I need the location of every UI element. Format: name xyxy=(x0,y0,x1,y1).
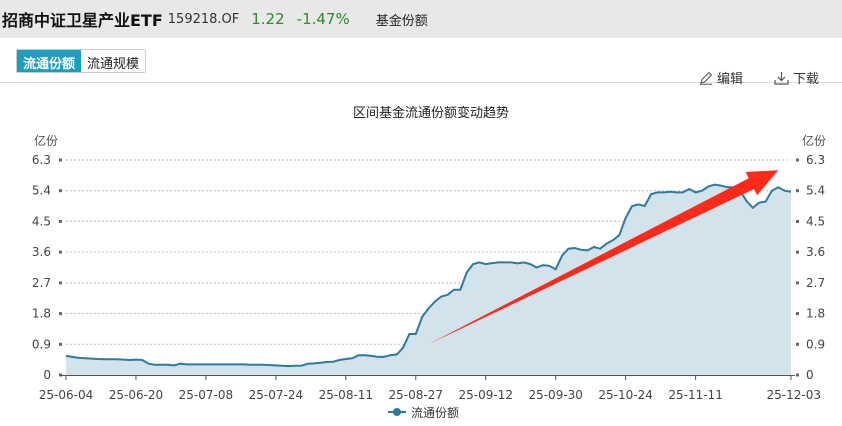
y-tick-label-right: 5.4 xyxy=(806,184,825,198)
y-axis-label-right: 亿份 xyxy=(802,133,826,148)
fund-code: 159218.OF xyxy=(167,11,240,27)
tab-bar: 流通份额 流通规模 xyxy=(16,49,147,73)
x-tick-label: 25-11-11 xyxy=(668,388,722,402)
y-tick-label-left: 0 xyxy=(43,368,51,382)
y-tick-label-left: 2.7 xyxy=(32,276,51,290)
legend-dot-marker xyxy=(393,408,401,416)
legend[interactable]: 流通份额 xyxy=(388,406,459,420)
edit-label: 编辑 xyxy=(717,72,744,87)
fund-header: 招商中证卫星产业ETF 159218.OF 1.22 -1.47% 基金份额 xyxy=(0,0,842,38)
section-label: 基金份额 xyxy=(375,13,428,29)
y-tick-mark-right xyxy=(796,250,799,254)
x-tick-label: 25-08-11 xyxy=(319,388,373,402)
y-tick-mark-right xyxy=(796,219,799,223)
y-tick-label-left: 4.5 xyxy=(32,214,51,228)
y-tick-label-right: 4.5 xyxy=(806,214,825,228)
chart-title: 区间基金流通份额变动趋势 xyxy=(353,105,509,121)
y-tick-label-right: 2.7 xyxy=(806,276,825,290)
download-button[interactable]: 下载 xyxy=(774,68,819,87)
y-tick-mark-left xyxy=(59,342,62,346)
y-tick-mark-right xyxy=(796,373,799,377)
download-label: 下载 xyxy=(793,72,820,87)
fund-change-pct: -1.47% xyxy=(296,10,350,28)
download-icon xyxy=(774,71,789,85)
x-tick-label: 25-07-24 xyxy=(249,388,303,402)
x-tick-label: 25-07-08 xyxy=(179,388,233,402)
y-tick-label-right: 6.3 xyxy=(806,153,825,167)
y-tick-mark-right xyxy=(796,342,799,346)
y-tick-label-left: 3.6 xyxy=(32,245,51,259)
y-tick-label-right: 0.9 xyxy=(806,337,825,351)
y-tick-mark-left xyxy=(59,281,62,285)
y-axis-label-left: 亿份 xyxy=(34,133,58,148)
y-tick-label-right: 3.6 xyxy=(806,245,825,259)
y-tick-mark-right xyxy=(796,281,799,285)
x-tick-label: 25-09-12 xyxy=(459,388,513,402)
y-tick-mark-left xyxy=(59,250,62,254)
fund-price: 1.22 xyxy=(251,10,285,28)
area-fill xyxy=(66,184,791,375)
y-tick-label-right: 1.8 xyxy=(806,307,825,321)
y-tick-mark-left xyxy=(59,219,62,223)
annotation-arrow xyxy=(428,170,779,345)
x-tick-label: 25-08-27 xyxy=(389,388,443,402)
y-tick-label-left: 6.3 xyxy=(32,153,51,167)
fund-title: 招商中证卫星产业ETF xyxy=(2,11,163,30)
y-tick-mark-left xyxy=(59,189,62,193)
x-tick-label: 25-06-04 xyxy=(39,388,93,402)
pencil-icon xyxy=(700,71,713,85)
legend-label: 流通份额 xyxy=(411,406,459,420)
x-tick-label: 25-09-30 xyxy=(528,388,582,402)
y-tick-mark-right xyxy=(796,158,799,162)
y-tick-mark-left xyxy=(59,158,62,162)
y-tick-mark-right xyxy=(796,189,799,193)
y-tick-label-left: 5.4 xyxy=(32,184,51,198)
y-tick-mark-right xyxy=(796,312,799,316)
tab-circulating-scale[interactable]: 流通规模 xyxy=(81,50,146,72)
x-tick-label: 25-06-20 xyxy=(109,388,163,402)
tab-circulating-shares[interactable]: 流通份额 xyxy=(17,50,82,72)
y-tick-label-left: 1.8 xyxy=(32,307,51,321)
edit-button[interactable]: 编辑 xyxy=(699,68,743,87)
x-tick-label: 25-12-03 xyxy=(767,388,821,402)
y-tick-label-right: 0 xyxy=(806,368,814,382)
chart-panel xyxy=(0,82,842,426)
x-tick-label: 25-10-24 xyxy=(598,388,652,402)
y-tick-label-left: 0.9 xyxy=(32,337,51,351)
y-tick-mark-left xyxy=(59,312,62,316)
series-line xyxy=(65,183,792,368)
